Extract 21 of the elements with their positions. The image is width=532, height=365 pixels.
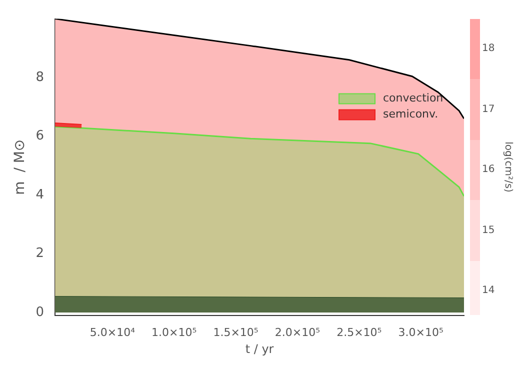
color-bar-label: 14 <box>482 284 495 298</box>
color-bar-label: 15 <box>482 224 495 238</box>
y-tick-label: 4 <box>36 187 44 202</box>
legend-label: semiconv. <box>383 108 438 121</box>
color-bar-label: 18 <box>482 42 495 56</box>
y-tick-label: 6 <box>36 128 44 144</box>
x-tick-label: 1.5×10⁵ <box>213 326 258 339</box>
x-tick-label: 5.0×10⁴ <box>90 326 136 339</box>
x-tick-label: 1.0×10⁵ <box>152 326 197 339</box>
y-tick-label: 0 <box>36 304 44 320</box>
color-bar-label: 17 <box>482 102 495 117</box>
y-axis-title: m / M⊙ <box>12 139 28 195</box>
color-bar-title: log(cm²/s) <box>502 142 514 193</box>
legend-label: convection <box>383 92 444 105</box>
y-tick-label: 8 <box>36 70 44 85</box>
x-axis-title: t / yr <box>245 342 274 356</box>
color-bar-label: 16 <box>482 163 495 178</box>
y-tick-label: 2 <box>36 246 44 262</box>
x-tick-label: 2.0×10⁵ <box>274 326 320 339</box>
x-tick-label: 2.5×10⁵ <box>336 326 382 339</box>
x-tick-label: 3.0×10⁵ <box>398 326 444 339</box>
